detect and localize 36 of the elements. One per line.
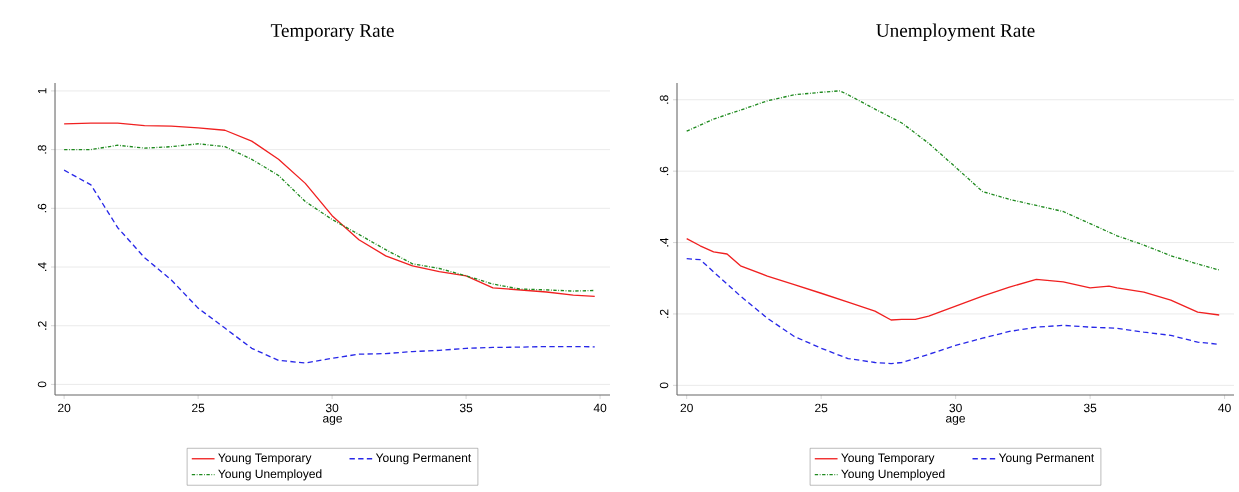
x-tick-label: 30 [325, 403, 339, 413]
x-tick-label: 25 [815, 403, 828, 413]
y-tick-label: .6 [659, 166, 669, 176]
chart-title: Temporary Rate [270, 24, 394, 41]
line-series [63, 143, 596, 292]
line-series [686, 90, 1220, 271]
x-tick-label: 20 [680, 403, 693, 413]
x-tick-label: 35 [1083, 403, 1097, 413]
chart-title: Unemployment Rate [876, 23, 1035, 41]
legend-label: Young Unemployed [841, 469, 945, 481]
line-series [63, 169, 596, 364]
y-tick-label: 0 [37, 381, 47, 388]
y-tick-label: 1 [38, 88, 47, 94]
x-tick-label: 40 [593, 403, 607, 413]
legend-label: Young Permanent [375, 453, 472, 465]
x-tick-label: 40 [1218, 403, 1231, 413]
y-tick-label: .2 [659, 309, 669, 318]
legend-label: Young Temporary [218, 453, 312, 465]
x-tick-label: 30 [949, 403, 962, 413]
x-axis-title: age [323, 416, 342, 425]
y-tick-label: .4 [660, 237, 669, 247]
y-tick-label: 0 [659, 382, 669, 389]
line-series [686, 257, 1220, 365]
y-tick-label: .2 [37, 321, 47, 330]
x-axis-title: age [945, 416, 965, 425]
y-tick-label: .6 [37, 203, 47, 213]
y-tick-label: .8 [659, 95, 669, 104]
legend-label: Young Temporary [841, 453, 935, 465]
y-tick-label: .4 [38, 262, 47, 271]
legend-label: Young Permanent [998, 453, 1095, 465]
x-tick-label: 20 [58, 403, 71, 413]
line-series [686, 237, 1220, 321]
y-tick-label: .8 [37, 145, 47, 154]
x-tick-label: 25 [192, 403, 205, 413]
x-tick-label: 35 [459, 403, 473, 413]
legend-label: Young Unemployed [218, 469, 322, 481]
